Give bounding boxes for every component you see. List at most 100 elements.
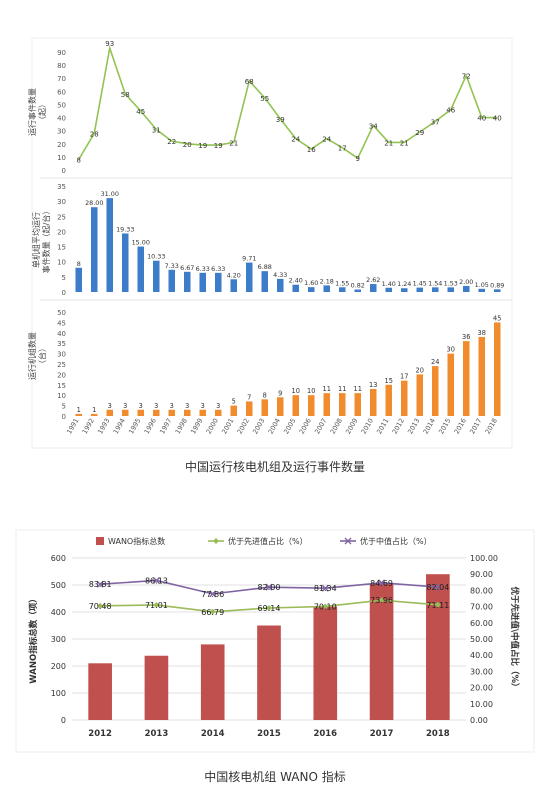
units-data-label: 11 — [338, 385, 346, 393]
units-bar — [199, 409, 207, 416]
avg-events-data-label: 1.54 — [428, 279, 442, 287]
avg-events-bar — [307, 287, 315, 292]
avg-events-data-label: 1.60 — [304, 279, 318, 287]
avg-events-data-label: 6.67 — [180, 264, 194, 272]
advanced-ratio-point — [153, 601, 160, 608]
units-data-label: 30 — [447, 346, 455, 354]
avg-events-data-label: 2.40 — [289, 277, 303, 285]
wano-total-bar — [144, 655, 169, 720]
units-data-label: 13 — [369, 381, 377, 389]
units-data-label: 17 — [400, 373, 408, 381]
events-data-label: 40 — [477, 115, 486, 123]
events-data-label: 31 — [152, 126, 161, 134]
avg-events-data-label: 6.33 — [196, 265, 210, 273]
y-axis-label: 运行机组数量（台） — [27, 332, 47, 380]
avg-events-bar — [292, 284, 300, 292]
units-data-label: 3 — [154, 402, 158, 410]
units-bar — [168, 409, 176, 416]
advanced-ratio-label: 69.14 — [258, 604, 281, 613]
chart2-caption: 中国核电机组 WANO 指标 — [204, 770, 346, 784]
units-data-label: 11 — [354, 385, 362, 393]
wano-total-bar — [313, 606, 338, 720]
avg-events-bar — [106, 198, 114, 292]
avg-events-bar — [214, 272, 222, 292]
left-tick-label: 600 — [51, 554, 66, 563]
advanced-ratio-label: 71.01 — [145, 601, 168, 610]
avg-events-bar — [183, 271, 191, 292]
events-data-label: 17 — [338, 145, 347, 153]
y-tick-label: 90 — [57, 49, 66, 57]
advanced-ratio-point — [322, 603, 329, 610]
median-ratio-label: 86.13 — [145, 576, 168, 585]
median-ratio-point — [96, 580, 104, 588]
events-series-line — [78, 44, 498, 160]
avg-events-bar — [385, 287, 393, 292]
events-data-label: 58 — [121, 91, 130, 99]
events-data-label: 29 — [415, 129, 424, 137]
advanced-ratio-point — [97, 602, 104, 609]
units-bar — [447, 353, 455, 416]
right-tick-label: 10.00 — [470, 700, 493, 709]
avg-events-bar — [354, 289, 362, 292]
avg-events-bar — [137, 246, 145, 292]
y-tick-label: 5 — [62, 403, 66, 411]
units-bar — [276, 397, 284, 416]
units-bar — [307, 395, 315, 416]
right-tick-label: 0.00 — [470, 716, 488, 725]
events-data-label: 40 — [493, 115, 502, 123]
avg-events-bar — [261, 271, 269, 292]
events-data-label: 39 — [276, 116, 285, 124]
advanced-ratio-label: 66.79 — [201, 608, 224, 617]
units-data-label: 3 — [123, 402, 127, 410]
advanced-ratio-point — [434, 601, 441, 608]
y-tick-label: 30 — [57, 198, 66, 206]
units-data-label: 10 — [307, 387, 315, 395]
events-data-label: 24 — [322, 136, 331, 144]
avg-events-bar — [245, 262, 253, 292]
median-ratio-label: 82.04 — [426, 583, 449, 592]
avg-events-bar — [493, 289, 501, 292]
avg-events-bar-panel: 0 5 10 15 20 25 30 35 单机组平均运行事件数量（起/台） 8 28.0031.0… — [31, 183, 504, 297]
median-ratio-point — [378, 579, 386, 587]
y-tick-label: 10 — [57, 259, 66, 267]
avg-events-data-label: 8 — [77, 260, 81, 268]
avg-events-data-label: 2.62 — [366, 276, 380, 284]
wano-total-bar — [369, 583, 394, 720]
units-data-label: 45 — [493, 314, 501, 322]
chart1-frame — [31, 37, 513, 449]
y-tick-label: 50 — [57, 309, 66, 317]
wano-chart: 0 100 200 300 400 500 600 0.00 10.00 20.00 30.00 40… — [28, 536, 520, 739]
events-data-label: 21 — [229, 139, 238, 147]
y-tick-label: 0 — [62, 413, 66, 421]
units-data-label: 3 — [139, 402, 143, 410]
chart1-caption: 中国运行核电机组及运行事件数量 — [184, 460, 365, 474]
y-tick-label: 15 — [57, 382, 66, 390]
units-bar — [416, 374, 424, 416]
y-tick-label: 40 — [57, 330, 66, 338]
events-data-label: 93 — [105, 40, 114, 48]
units-bar — [106, 409, 114, 416]
left-tick-label: 0 — [61, 716, 66, 725]
avg-events-data-label: 0.82 — [351, 282, 365, 290]
y-tick-label: 20 — [57, 141, 66, 149]
avg-events-bar — [90, 207, 98, 292]
avg-events-bar — [168, 269, 176, 292]
median-ratio-label: 81.34 — [314, 584, 337, 593]
median-ratio-point — [209, 590, 217, 598]
avg-events-bar — [478, 288, 486, 292]
y-tick-label: 60 — [57, 88, 66, 96]
avg-events-bar — [199, 272, 207, 292]
units-bar — [230, 405, 238, 416]
units-data-label: 3 — [108, 402, 112, 410]
events-data-label: 24 — [291, 136, 300, 144]
units-data-label: 38 — [478, 329, 486, 337]
avg-events-data-label: 28.00 — [85, 199, 103, 207]
units-bar — [121, 409, 129, 416]
avg-events-bar — [323, 285, 331, 292]
median-ratio-label: 83.81 — [89, 580, 112, 589]
events-data-label: 55 — [260, 95, 269, 103]
units-bar — [431, 366, 439, 416]
legend-bar-swatch — [96, 537, 104, 545]
events-data-label: 9 — [356, 155, 360, 163]
